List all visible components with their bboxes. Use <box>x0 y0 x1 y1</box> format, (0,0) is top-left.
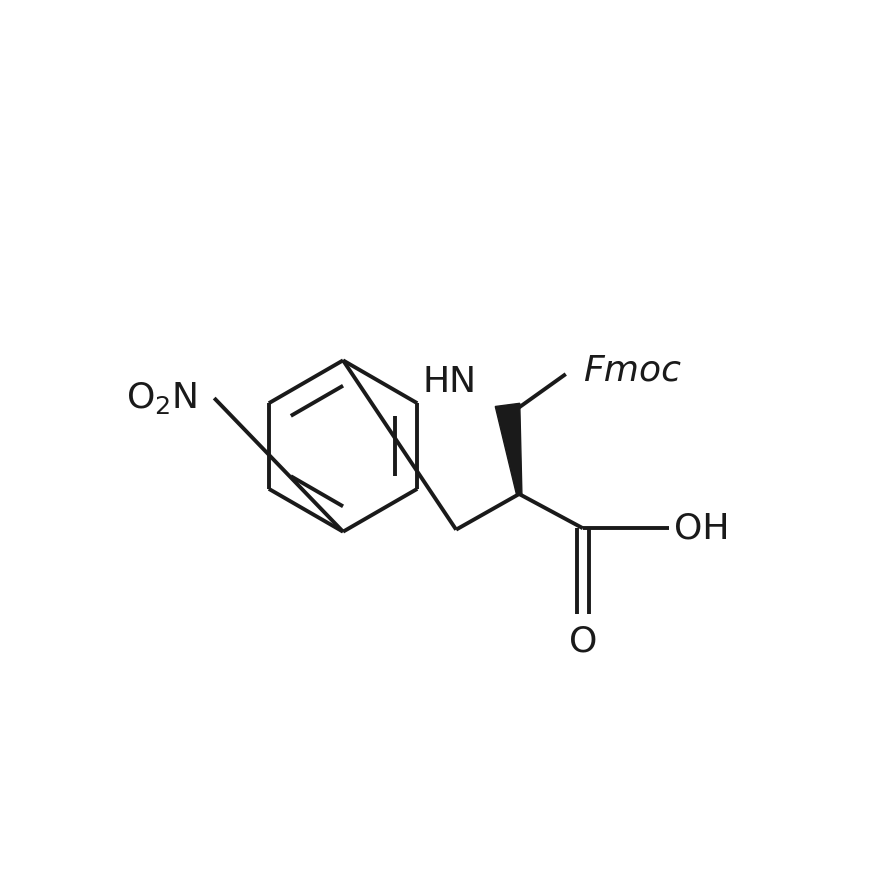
Text: OH: OH <box>674 511 730 546</box>
Text: Fmoc: Fmoc <box>583 353 681 387</box>
Polygon shape <box>496 403 522 494</box>
Text: HN: HN <box>423 366 477 400</box>
Text: $\mathregular{O_2N}$: $\mathregular{O_2N}$ <box>125 380 197 416</box>
Text: O: O <box>569 624 597 659</box>
